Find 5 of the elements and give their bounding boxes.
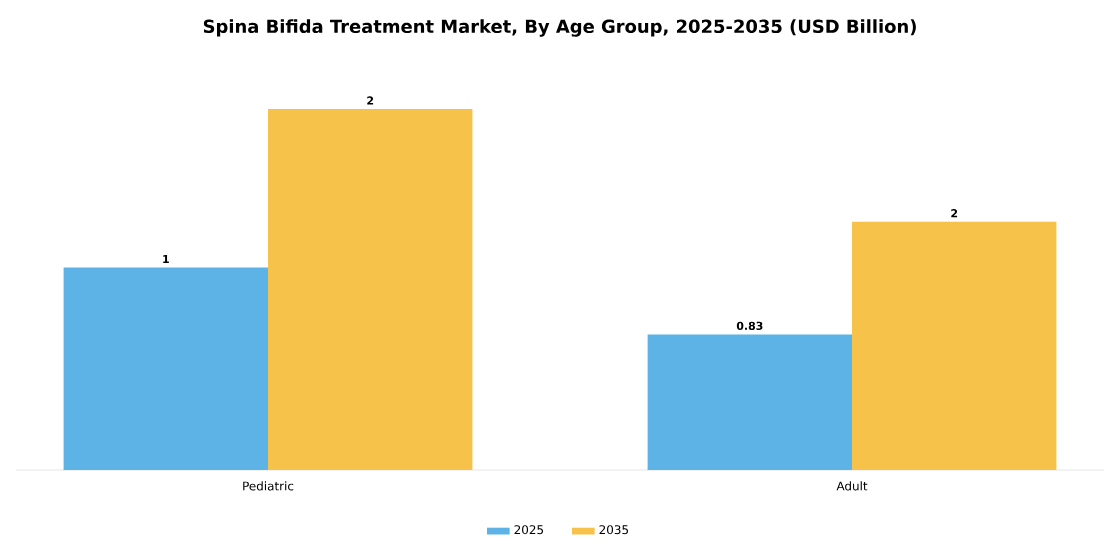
bar [63, 267, 268, 470]
chart-title: Spina Bifida Treatment Market, By Age Group, 2025-2035 (USD Billion) [203, 19, 916, 37]
bar [852, 221, 1057, 470]
bar [268, 108, 473, 470]
bar [647, 334, 853, 470]
